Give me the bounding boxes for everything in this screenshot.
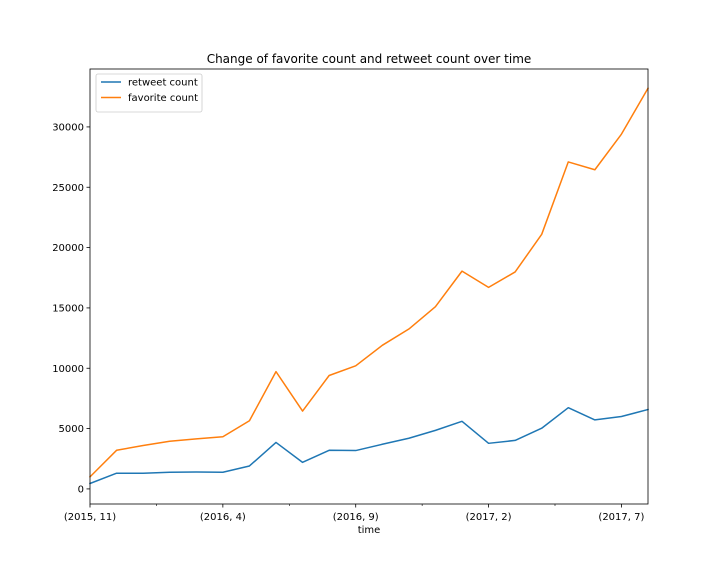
x-tick-label: (2017, 7) [598,512,644,523]
y-tick-label: 25000 [52,183,84,194]
x-tick-label: (2016, 9) [333,512,379,523]
legend-label: favorite count [128,93,198,104]
series-line-favorite-count [88,87,650,478]
y-tick-label: 5000 [59,424,84,435]
plot-area: 0 5000 10000 15000 20000 25000 30000 (2015, 11)… [52,68,650,523]
axes-frame [89,68,649,505]
x-tick-label: (2016, 4) [200,512,246,523]
y-tick-label: 15000 [52,303,84,314]
y-tick-label: 30000 [52,122,84,133]
x-tick-label: (2017, 2) [466,512,512,523]
y-tick-label: 10000 [52,364,84,375]
series-line-retweet-count [89,406,649,485]
chart-title: Change of favorite count and retweet cou… [207,52,532,66]
y-tick-label: 0 [78,484,84,495]
x-axis-label: time [358,525,381,536]
y-tick-label: 20000 [52,243,84,254]
legend-label: retweet count [128,78,198,89]
x-tick-label: (2015, 11) [64,512,116,523]
legend-box [95,73,203,113]
